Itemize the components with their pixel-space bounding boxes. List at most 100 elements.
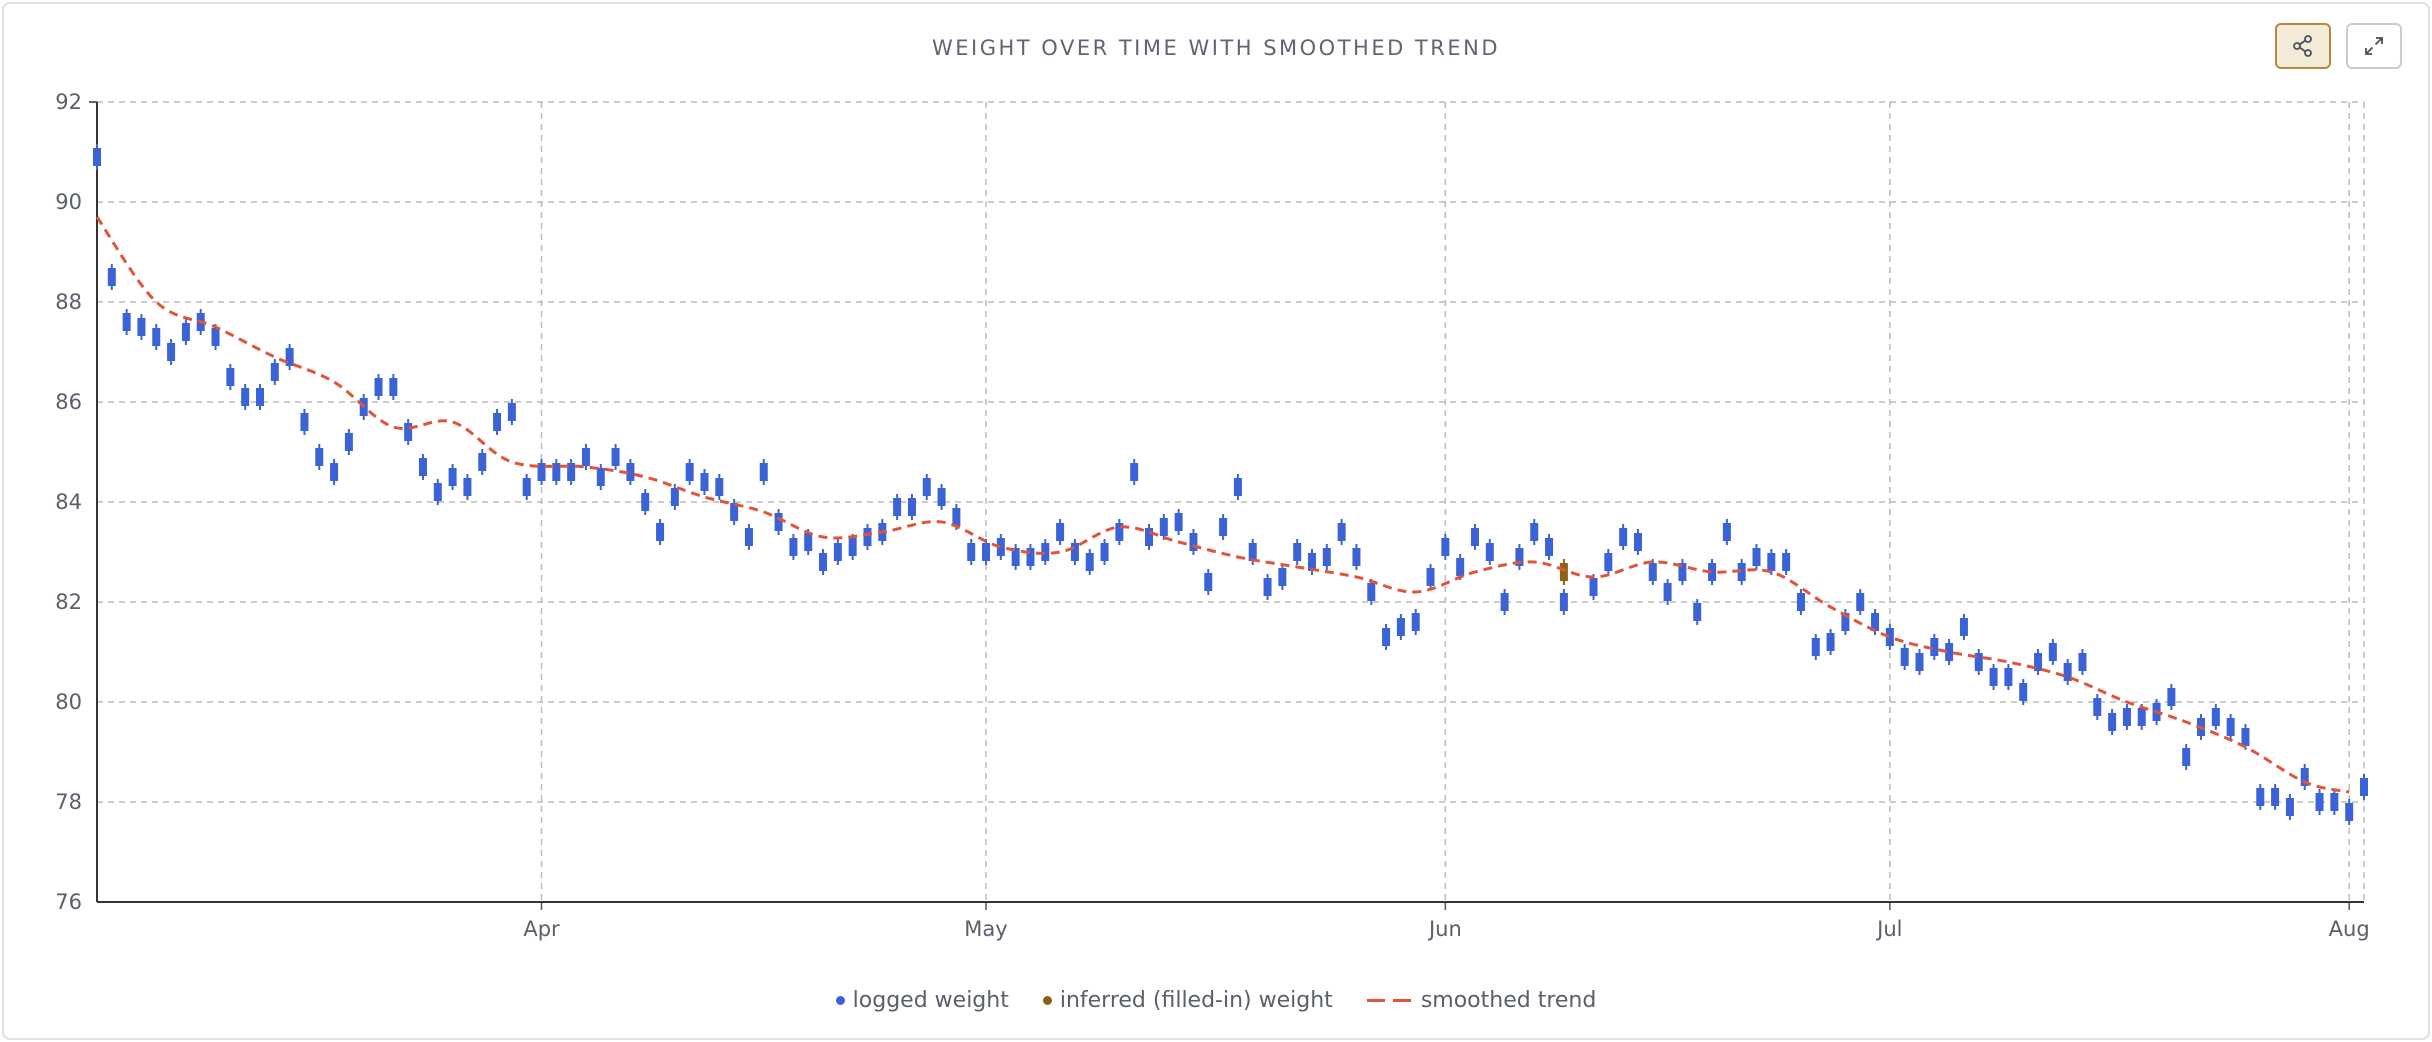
logged-weight-candle xyxy=(656,523,665,541)
logged-weight-candle xyxy=(1174,513,1183,531)
grid-lines xyxy=(97,101,2365,902)
logged-weight-candle xyxy=(374,378,383,396)
logged-weight-candle xyxy=(952,508,961,526)
logged-weight-candle xyxy=(1915,653,1924,671)
y-tick-label: 78 xyxy=(55,790,82,814)
logged-weight-candle xyxy=(433,483,442,501)
logged-weight-candle xyxy=(404,423,413,441)
logged-weight-candle xyxy=(759,463,768,481)
logged-weight-candle xyxy=(1026,548,1035,566)
legend-item-logged[interactable]: logged weight xyxy=(835,988,1009,1013)
logged-weight-candle xyxy=(2182,748,2191,766)
logged-weight-candle xyxy=(2078,653,2087,671)
logged-weight-candle xyxy=(1352,548,1361,566)
logged-weight-candle xyxy=(1426,568,1435,586)
logged-weight-candle xyxy=(1130,463,1139,481)
logged-weight-candle xyxy=(2019,683,2028,701)
logged-weight-candle xyxy=(1796,593,1805,611)
inferred-weight-series xyxy=(1559,559,1568,585)
logged-weight-candle xyxy=(463,478,472,496)
logged-weight-candle xyxy=(567,463,576,481)
logged-weight-candle xyxy=(1959,618,1968,636)
y-tick-label: 76 xyxy=(55,890,82,914)
share-icon xyxy=(2293,35,2312,57)
logged-weight-candle xyxy=(789,538,798,556)
x-tick-label: Aug xyxy=(2329,917,2370,941)
logged-weight-candle xyxy=(418,458,427,476)
logged-weight-candle xyxy=(1633,533,1642,551)
trend-dash-icon xyxy=(1366,999,1413,1002)
logged-weight-candle xyxy=(670,488,679,506)
logged-weight-candle xyxy=(1871,613,1880,631)
logged-weight-candle xyxy=(507,403,516,421)
logged-weight-candle xyxy=(181,323,190,341)
logged-weight-candle xyxy=(2137,708,2146,726)
logged-weight-candle xyxy=(137,318,146,336)
logged-weight-candle xyxy=(1293,543,1302,561)
logged-weight-candle xyxy=(1604,553,1613,571)
logged-weight-candle xyxy=(581,448,590,466)
smoothed-trend-line xyxy=(95,216,2350,794)
logged-weight-candle xyxy=(744,528,753,546)
logged-weight-candle xyxy=(1056,523,1065,541)
logged-weight-candle xyxy=(1337,523,1346,541)
logged-weight-candle xyxy=(2241,728,2250,746)
logged-weight-candle xyxy=(1307,553,1316,571)
logged-weight-candle xyxy=(1233,478,1242,496)
logged-weight-candle xyxy=(774,513,783,531)
expand-button[interactable] xyxy=(2346,23,2402,69)
x-tick-label: Apr xyxy=(523,917,560,941)
logged-weight-candle xyxy=(241,388,250,406)
logged-weight-candle xyxy=(1100,543,1109,561)
logged-weight-candle xyxy=(967,543,976,561)
share-button[interactable] xyxy=(2275,23,2331,69)
logged-weight-candle xyxy=(1752,548,1761,566)
logged-weight-candle xyxy=(2167,688,2176,706)
logged-weight-candle xyxy=(1945,643,1954,661)
logged-weight-candle xyxy=(730,503,739,521)
logged-weight-candle xyxy=(1204,573,1213,591)
logged-weight-candle xyxy=(1856,593,1865,611)
logged-weight-candle xyxy=(1930,638,1939,656)
logged-weight-candle xyxy=(270,363,279,381)
x-tick-label: Jul xyxy=(1875,917,1902,941)
logged-weight-candle xyxy=(255,388,264,406)
logged-weight-candle xyxy=(1396,618,1405,636)
logged-weight-candle xyxy=(804,533,813,551)
logged-weight-candle xyxy=(641,493,650,511)
logged-weight-candle xyxy=(285,348,294,366)
logged-weight-candle xyxy=(1619,528,1628,546)
logged-weight-candle xyxy=(937,488,946,506)
logged-weight-candle xyxy=(1159,518,1168,536)
legend-item-trend[interactable]: smoothed trend xyxy=(1366,988,1596,1013)
logged-weight-candle xyxy=(2108,713,2117,731)
logged-weight-candle xyxy=(1189,533,1198,551)
logged-weight-candle xyxy=(1248,543,1257,561)
expand-icon xyxy=(2365,37,2383,55)
logged-weight-candle xyxy=(1722,523,1731,541)
logged-dot-icon xyxy=(835,996,845,1005)
logged-weight-candle xyxy=(715,478,724,496)
logged-weight-candle xyxy=(107,268,116,286)
logged-weight-candle xyxy=(2315,793,2324,811)
inferred-weight-candle xyxy=(1559,563,1568,581)
logged-weight-candle xyxy=(315,448,324,466)
legend-item-inferred[interactable]: inferred (filled-in) weight xyxy=(1042,988,1333,1013)
logged-weight-candle xyxy=(1663,583,1672,601)
logged-weight-candle xyxy=(2034,653,2043,671)
logged-weight-candle xyxy=(1485,543,1494,561)
logged-weight-candle xyxy=(700,473,709,491)
logged-weight-candle xyxy=(1145,528,1154,546)
logged-weight-candle xyxy=(2004,668,2013,686)
logged-weight-candle xyxy=(167,343,176,361)
logged-weight-candle xyxy=(522,478,531,496)
logged-weight-candle xyxy=(2093,698,2102,716)
logged-weight-candle xyxy=(1648,563,1657,581)
logged-weight-candle xyxy=(1070,543,1079,561)
logged-weight-candle xyxy=(2285,798,2294,816)
logged-weight-candle xyxy=(1322,548,1331,566)
logged-weight-candle xyxy=(893,498,902,516)
logged-weight-candle xyxy=(122,313,131,331)
